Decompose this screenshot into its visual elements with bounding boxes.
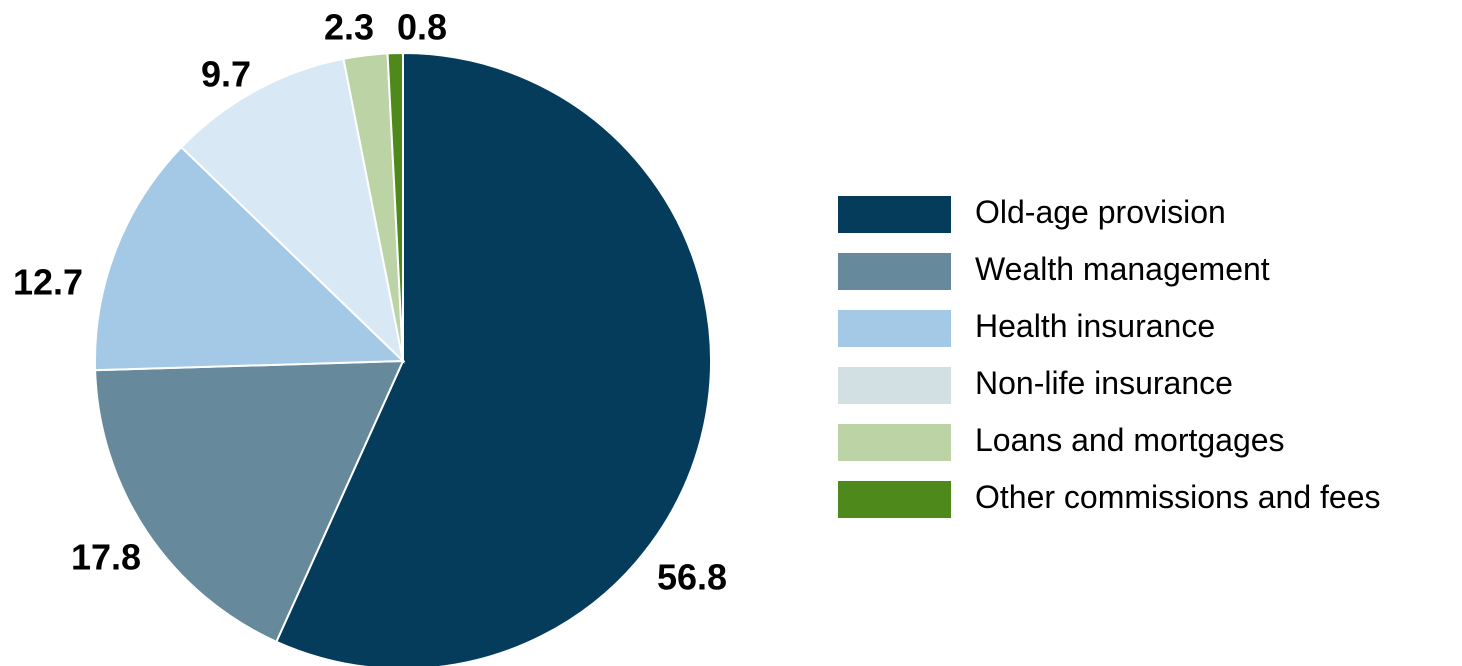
pie-slice-other-commissions-and-fees: [386, 51, 404, 362]
legend-label: Non-life insurance: [975, 365, 1233, 401]
value-label-non-life-insurance: 9.7: [201, 54, 251, 95]
legend-label: Health insurance: [975, 308, 1215, 344]
legend-item-health-insurance: Health insurance: [838, 308, 1215, 347]
legend-swatch: [838, 253, 951, 290]
value-label-wealth-management: 17.8: [71, 537, 141, 578]
pie-slices: [94, 51, 712, 666]
pie-slice-old-age-provision: [275, 51, 712, 666]
value-label-loans-and-mortgages: 2.3: [324, 7, 374, 48]
legend-item-old-age-provision: Old-age provision: [838, 194, 1226, 233]
pie-slice-health-insurance: [94, 145, 406, 372]
legend-swatch: [838, 367, 951, 404]
value-label-old-age-provision: 56.8: [657, 557, 727, 598]
legend-item-loans-and-mortgages: Loans and mortgages: [838, 422, 1285, 461]
legend-swatch: [838, 424, 951, 461]
value-label-other-commissions-and-fees: 0.8: [397, 7, 447, 48]
legend-label: Wealth management: [975, 251, 1270, 287]
legend-label: Old-age provision: [975, 194, 1226, 230]
legend-swatch: [838, 196, 951, 233]
pie-slice-wealth-management: [94, 359, 405, 644]
value-label-health-insurance: 12.7: [13, 262, 83, 303]
pie-slice-non-life-insurance: [179, 57, 405, 364]
legend-item-wealth-management: Wealth management: [838, 251, 1270, 290]
legend: Old-age provision Wealth management Health…: [838, 194, 1381, 518]
legend-label: Loans and mortgages: [975, 422, 1285, 458]
legend-item-other-commissions-and-fees: Other commissions and fees: [838, 479, 1381, 518]
legend-swatch: [838, 481, 951, 518]
legend-label: Other commissions and fees: [975, 479, 1381, 515]
legend-swatch: [838, 310, 951, 347]
value-labels: 56.8 17.8 12.7 9.7 2.3 0.8: [13, 7, 727, 598]
legend-item-non-life-insurance: Non-life insurance: [838, 365, 1233, 404]
